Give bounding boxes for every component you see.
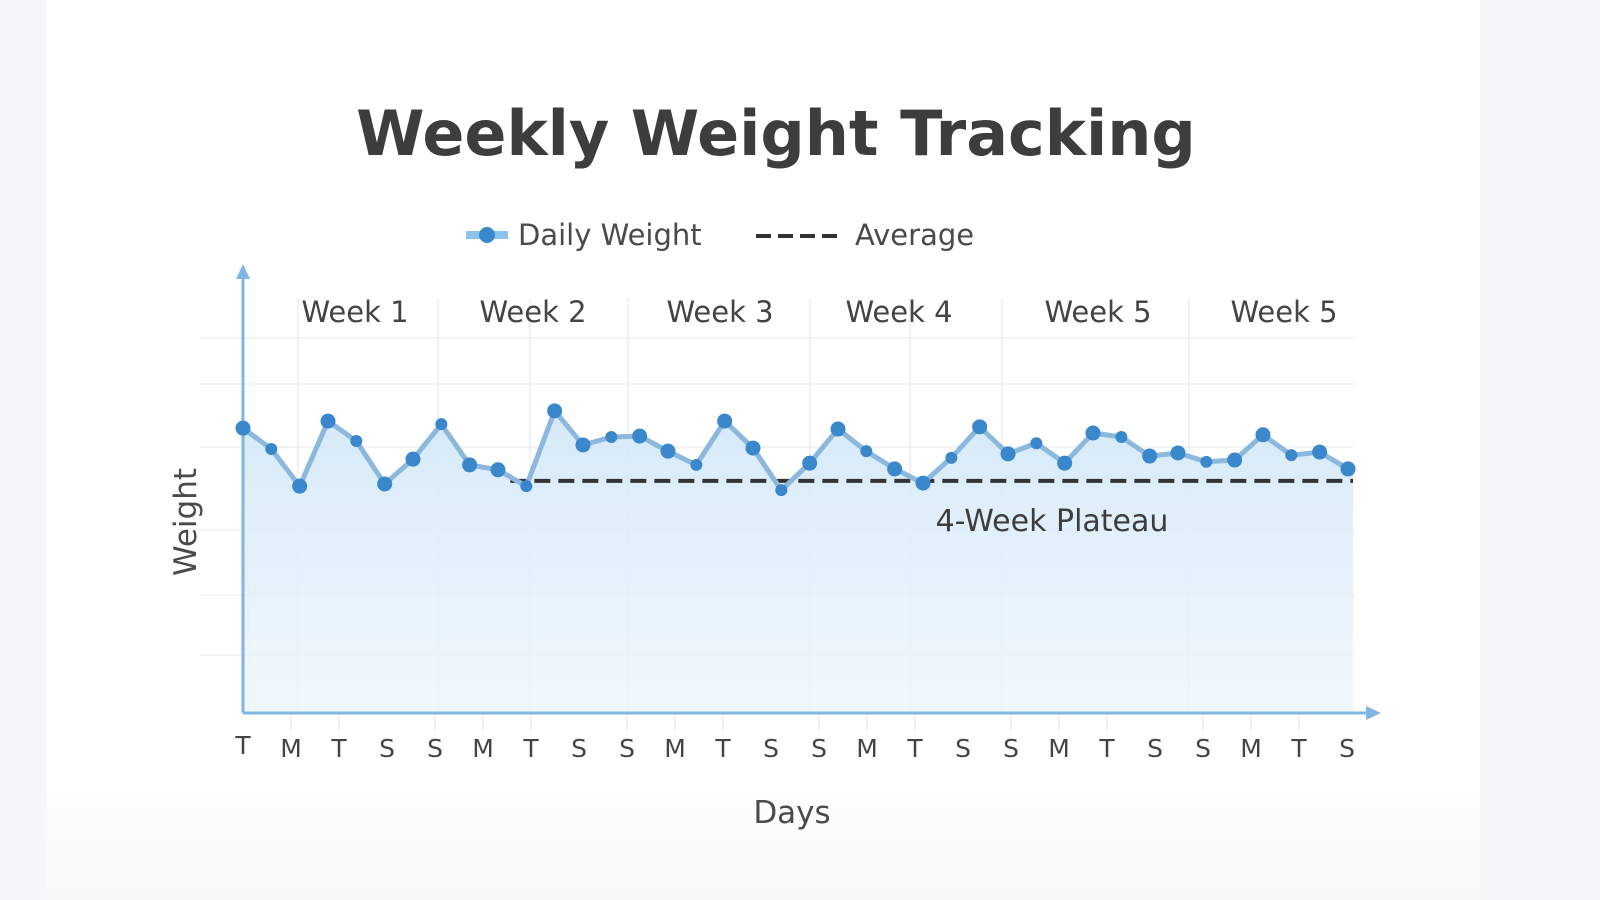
day-label: M (1048, 734, 1070, 763)
data-point (1000, 446, 1016, 462)
data-point (915, 475, 931, 491)
legend-average: Average (855, 218, 974, 252)
data-point (1285, 449, 1298, 462)
data-point (350, 434, 363, 447)
data-point (1227, 452, 1243, 468)
day-label: M (664, 734, 686, 763)
data-point (860, 445, 873, 458)
day-label: S (811, 734, 827, 763)
data-point (972, 419, 988, 435)
day-label: T (714, 734, 731, 763)
y-axis-label: Weight (168, 468, 204, 576)
day-label: S (1003, 734, 1019, 763)
day-label: M (1240, 734, 1262, 763)
day-label: M (856, 734, 878, 763)
day-label: S (955, 734, 971, 763)
data-point (1255, 427, 1271, 443)
day-label: T (330, 734, 347, 763)
data-point (745, 440, 761, 456)
plateau-annotation: 4-Week Plateau (936, 504, 1169, 539)
day-label: S (763, 734, 779, 763)
data-point (520, 480, 533, 493)
week-label: Week 3 (666, 295, 773, 329)
data-point (887, 461, 903, 477)
data-point (802, 455, 818, 471)
day-label: T (234, 731, 251, 760)
legend: Daily Weight Average (466, 218, 974, 252)
week-label: Week 5 (1044, 295, 1151, 329)
week-label: Week 5 (1230, 295, 1337, 329)
legend-marker-swatch (479, 227, 495, 243)
week-label: Week 1 (301, 295, 408, 329)
y-axis-arrow-icon (236, 264, 250, 279)
data-point (265, 442, 278, 455)
day-label: S (1147, 734, 1163, 763)
day-label: M (280, 734, 302, 763)
data-point (632, 428, 648, 444)
x-axis-label: Days (753, 795, 830, 831)
data-point (292, 478, 308, 494)
x-axis-arrow-icon (1366, 706, 1381, 720)
data-point (605, 431, 618, 444)
data-point (830, 421, 846, 437)
data-point (462, 457, 478, 473)
data-point (377, 476, 393, 492)
daily-weight-line (241, 408, 1350, 493)
data-point (1142, 448, 1158, 464)
day-label: S (571, 734, 587, 763)
chart-title: Weekly Weight Tracking (356, 97, 1196, 170)
day-label: T (1098, 734, 1115, 763)
data-point (405, 451, 421, 467)
data-point (1085, 425, 1101, 441)
week-label: Week 4 (845, 295, 952, 329)
data-point (660, 443, 676, 459)
data-point (547, 403, 563, 419)
day-label: M (472, 734, 494, 763)
data-point (435, 418, 448, 431)
chart-card (46, 0, 1480, 900)
data-point (1312, 444, 1328, 460)
data-point (1340, 461, 1356, 477)
week-label: Week 2 (479, 295, 586, 329)
data-point (490, 462, 506, 478)
data-point (1030, 437, 1043, 450)
day-label: S (427, 734, 443, 763)
data-point (945, 451, 958, 464)
data-point (1057, 455, 1073, 471)
daily-weight-points (235, 403, 1356, 497)
day-label: S (1339, 734, 1355, 763)
day-label: T (1290, 734, 1307, 763)
day-label: S (379, 734, 395, 763)
data-point (690, 458, 703, 471)
day-label: T (522, 734, 539, 763)
data-point (1200, 455, 1213, 468)
data-point (320, 413, 336, 429)
data-point (235, 420, 251, 436)
data-point (1170, 445, 1186, 461)
week-labels: Week 1 Week 2 Week 3 Week 4 Week 5 Week 5 (301, 295, 1337, 329)
data-point (717, 413, 733, 429)
day-label: T (906, 734, 923, 763)
day-label: S (1195, 734, 1211, 763)
day-label: S (619, 734, 635, 763)
data-point (1115, 431, 1128, 444)
legend-daily-weight: Daily Weight (518, 218, 702, 252)
data-point (575, 437, 591, 453)
data-point (775, 484, 788, 497)
